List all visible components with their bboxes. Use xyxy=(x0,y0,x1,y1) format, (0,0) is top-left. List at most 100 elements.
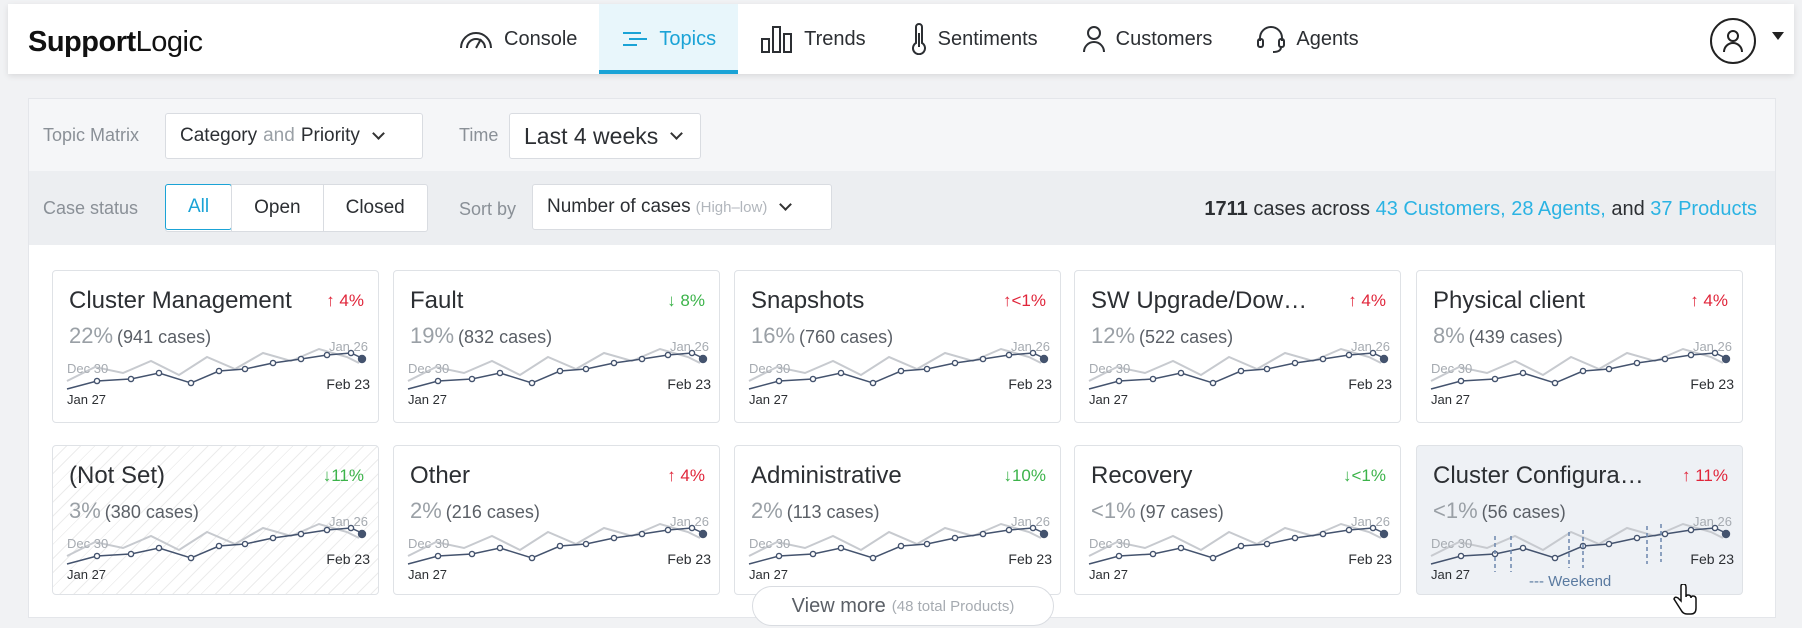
topic-card-percent: 3% xyxy=(69,498,101,523)
end-point xyxy=(1039,354,1049,364)
nav-customers[interactable]: Customers xyxy=(1060,4,1235,74)
data-point xyxy=(215,542,223,550)
topic-card-trend: ↑ 11% xyxy=(1682,466,1728,485)
data-point xyxy=(1519,544,1527,552)
data-point xyxy=(1661,530,1669,538)
hand-cursor-icon xyxy=(1673,584,1697,615)
topic-sparkline xyxy=(1430,347,1731,390)
data-point xyxy=(1291,359,1299,367)
topic-card-percent: <1% xyxy=(1091,498,1136,523)
data-point xyxy=(610,359,618,367)
topic-card-cases: (760 cases) xyxy=(799,327,894,347)
data-point xyxy=(1177,544,1185,552)
previous-period-line xyxy=(748,522,1042,557)
topics-icon xyxy=(623,32,648,46)
sparkline-prev-start-label: Dec 30 xyxy=(408,536,450,551)
topic-card[interactable]: Cluster Configura… ↑ 11% <1% (56 cases) J… xyxy=(1416,445,1743,595)
topic-card-percent: 19% xyxy=(410,323,455,348)
topic-card-share: 2% (216 cases) xyxy=(410,498,540,524)
data-point xyxy=(1579,367,1587,375)
topic-card-share: <1% (56 cases) xyxy=(1433,498,1566,524)
topic-card[interactable]: Snapshots ↑<1% 16% (760 cases) Jan 26 Dec… xyxy=(734,270,1061,423)
data-point xyxy=(869,554,877,562)
sparkline-start-label: Jan 27 xyxy=(1089,567,1129,582)
products-link[interactable]: 37 Products xyxy=(1650,198,1757,220)
data-point xyxy=(1605,540,1613,548)
sparkline-prev-start-label: Dec 30 xyxy=(408,361,450,376)
nav-agents[interactable]: Agents xyxy=(1234,4,1380,74)
sparkline-prev-start-label: Dec 30 xyxy=(1089,361,1131,376)
data-point xyxy=(1345,351,1353,359)
customers-link[interactable]: 43 Customers, xyxy=(1375,198,1506,220)
view-more-hint: (48 total Products) xyxy=(891,597,1015,615)
data-point xyxy=(1491,375,1499,383)
previous-period-line xyxy=(407,522,701,557)
data-point xyxy=(434,552,442,560)
case-status-closed[interactable]: Closed xyxy=(322,185,427,231)
sparkline-prev-start-label: Dec 30 xyxy=(67,361,109,376)
current-period-line xyxy=(748,352,1047,390)
sparkline-prev-end-label: Jan 26 xyxy=(1692,339,1732,354)
topic-card-percent: 12% xyxy=(1091,323,1136,348)
brand-logo[interactable]: SupportLogic xyxy=(28,26,203,58)
sparkline-prev-end-label: Jan 26 xyxy=(1010,514,1050,529)
topic-card-title: Fault xyxy=(410,287,464,314)
user-avatar[interactable] xyxy=(1710,18,1756,64)
data-point xyxy=(93,552,101,560)
chevron-down-icon xyxy=(779,198,793,211)
filter-row-primary: Topic Matrix Category and Priority Time … xyxy=(29,99,1775,171)
data-point xyxy=(923,540,931,548)
topic-card[interactable]: Fault ↓ 8% 19% (832 cases) Jan 26 Dec 30 … xyxy=(393,270,720,423)
data-point xyxy=(664,351,672,359)
agents-link[interactable]: 28 Agents, xyxy=(1511,198,1606,220)
sparkline-prev-end-label: Jan 26 xyxy=(669,339,709,354)
topic-matrix-dropdown[interactable]: Category and Priority xyxy=(165,113,423,159)
sparkline-prev-end-label: Jan 26 xyxy=(328,339,368,354)
topic-card[interactable]: SW Upgrade/Dow… ↑ 4% 12% (522 cases) Jan … xyxy=(1074,270,1401,423)
case-count: 1711 xyxy=(1204,198,1248,220)
topic-card[interactable]: Other ↑ 4% 2% (216 cases) Jan 26 Dec 30 J… xyxy=(393,445,720,595)
topic-card[interactable]: (Not Set) ↓11% 3% (380 cases) Jan 26 Dec … xyxy=(52,445,379,595)
data-point xyxy=(638,530,646,538)
topic-card-share: 8% (439 cases) xyxy=(1433,323,1563,349)
thermometer-icon xyxy=(911,23,926,55)
sparkline-prev-start-label: Dec 30 xyxy=(1431,536,1473,551)
sparkline-end-label: Feb 23 xyxy=(326,551,370,567)
nav-console[interactable]: Console xyxy=(436,4,599,74)
sparkline-end-label: Feb 23 xyxy=(667,376,711,392)
data-point xyxy=(1711,524,1719,532)
topic-card-title: Other xyxy=(410,462,471,489)
topic-card-percent: 22% xyxy=(69,323,114,348)
case-status-open[interactable]: Open xyxy=(231,185,322,231)
topic-card-cases: (941 cases) xyxy=(117,327,212,347)
user-menu-caret-icon[interactable] xyxy=(1772,32,1784,40)
data-point xyxy=(837,369,845,377)
data-point xyxy=(1029,524,1037,532)
data-point xyxy=(1519,369,1527,377)
data-point xyxy=(1319,530,1327,538)
data-point xyxy=(528,379,536,387)
end-point xyxy=(357,354,367,364)
sparkline-prev-end-label: Jan 26 xyxy=(1010,339,1050,354)
end-point xyxy=(1039,529,1049,539)
case-status-all[interactable]: All xyxy=(165,184,233,230)
topic-card[interactable]: Administrative ↓10% 2% (113 cases) Jan 26… xyxy=(734,445,1061,595)
data-point xyxy=(269,359,277,367)
topic-card[interactable]: Cluster Management ↑ 4% 22% (941 cases) J… xyxy=(52,270,379,423)
nav-trends[interactable]: Trends xyxy=(738,4,888,74)
time-dropdown[interactable]: Last 4 weeks xyxy=(509,113,701,159)
topic-card[interactable]: Physical client ↑ 4% 8% (439 cases) Jan 2… xyxy=(1416,270,1743,423)
user-icon xyxy=(1723,30,1743,53)
topic-card-trend: ↓10% xyxy=(1003,466,1046,485)
time-value: Last 4 weeks xyxy=(524,122,659,149)
nav-sentiments[interactable]: Sentiments xyxy=(888,4,1060,74)
topic-sparkline xyxy=(748,347,1049,390)
nav-topics[interactable]: Topics xyxy=(599,4,739,74)
data-point xyxy=(155,369,163,377)
topic-sparkline xyxy=(1088,347,1389,390)
sort-by-dropdown[interactable]: Number of cases (High–low) xyxy=(532,184,832,230)
view-more-button[interactable]: View more (48 total Products) xyxy=(752,586,1054,626)
topic-card[interactable]: Recovery ↓<1% <1% (97 cases) Jan 26 Dec 3… xyxy=(1074,445,1401,595)
current-period-line xyxy=(407,352,706,390)
sparkline-start-label: Jan 27 xyxy=(408,567,448,582)
